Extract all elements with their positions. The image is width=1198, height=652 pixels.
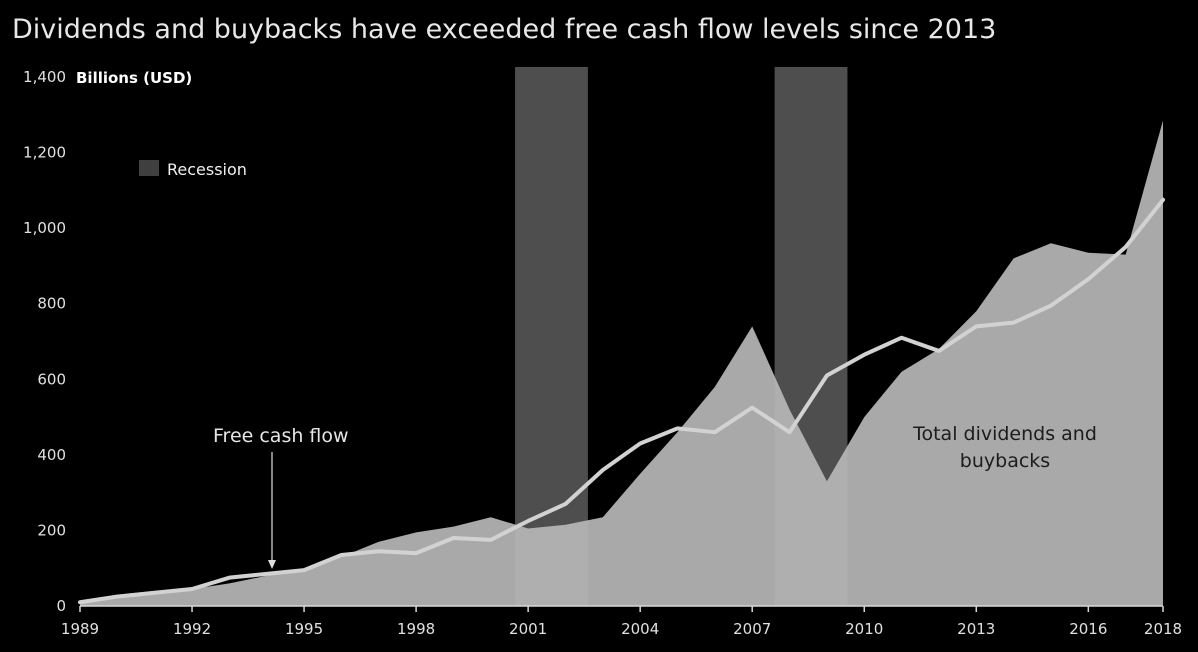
legend-swatch-recession (139, 160, 159, 176)
fcf-point (676, 426, 680, 430)
fcf-point (1124, 245, 1128, 249)
fcf-point (526, 519, 530, 523)
fcf-point (339, 553, 343, 557)
x-tick-label: 1998 (397, 620, 435, 638)
y-axis-ticks: 0 200 400 600 800 1,000 1,200 1,400 (23, 68, 66, 615)
x-tick-label: 2004 (621, 620, 659, 638)
fcf-point (974, 324, 978, 328)
fcf-point (78, 600, 82, 604)
y-tick-label: 200 (37, 521, 66, 539)
fcf-point (713, 430, 717, 434)
x-tick-label: 2010 (845, 620, 883, 638)
recession-band-overlay-2 (774, 67, 848, 606)
fcf-point (1049, 304, 1053, 308)
area-total-dividends-buybacks (80, 120, 1163, 606)
x-tick-label: 1995 (285, 620, 323, 638)
fcf-point (1086, 277, 1090, 281)
x-tick-label: 2013 (957, 620, 995, 638)
fcf-point (638, 442, 642, 446)
x-tick-label: 2016 (1069, 620, 1107, 638)
legend-label-recession: Recession (167, 160, 247, 179)
y-tick-label: 800 (37, 295, 66, 313)
fcf-point (788, 430, 792, 434)
annotation-free-cash-flow-text: Free cash flow (213, 425, 349, 447)
annotation-total-line2: buybacks (960, 450, 1050, 472)
legend: Recession (139, 160, 247, 179)
fcf-point (265, 572, 269, 576)
annotation-arrow-head (268, 560, 276, 569)
fcf-point (900, 336, 904, 340)
fcf-point (227, 576, 231, 580)
y-tick-label: 400 (37, 446, 66, 464)
x-tick-label: 2001 (509, 620, 547, 638)
fcf-point (825, 374, 829, 378)
y-tick-label: 1,200 (23, 144, 66, 162)
fcf-point (1161, 198, 1165, 202)
recession-band-overlay-1 (515, 67, 588, 606)
x-tick-label: 1992 (173, 620, 211, 638)
fcf-point (302, 568, 306, 572)
recession-bands (515, 67, 848, 606)
x-axis-ticks: 1989 1992 1995 1998 2001 2004 2007 2010 2013 2016… (61, 605, 1182, 638)
annotation-total-line1: Total dividends and (912, 423, 1097, 445)
x-tick-label: 1989 (61, 620, 99, 638)
y-tick-label: 600 (37, 370, 66, 388)
fcf-point (451, 536, 455, 540)
y-tick-label: 0 (56, 597, 66, 615)
annotation-free-cash-flow: Free cash flow (213, 425, 349, 569)
fcf-point (862, 353, 866, 357)
fcf-point (601, 468, 605, 472)
fcf-point (190, 587, 194, 591)
x-tick-label: 2007 (733, 620, 771, 638)
fcf-point (937, 349, 941, 353)
fcf-point (377, 549, 381, 553)
y-axis-label: Billions (USD) (76, 69, 192, 87)
annotation-total-dividends: Total dividends and buybacks (912, 423, 1097, 472)
fcf-point (115, 595, 119, 599)
line-layer (78, 197, 1165, 605)
fcf-point (563, 502, 567, 506)
line-free-cash-flow (78, 197, 1165, 605)
area-layer (80, 67, 1163, 606)
fcf-point (1012, 321, 1016, 325)
fcf-point (414, 551, 418, 555)
fcf-point (489, 538, 493, 542)
chart-title: Dividends and buybacks have exceeded fre… (12, 14, 996, 45)
y-tick-label: 1,000 (23, 219, 66, 237)
x-tick-label: 2018 (1144, 620, 1182, 638)
fcf-point (750, 406, 754, 410)
y-tick-label: 1,400 (23, 68, 66, 86)
fcf-point (153, 591, 157, 595)
recession-band-1 (515, 67, 588, 606)
